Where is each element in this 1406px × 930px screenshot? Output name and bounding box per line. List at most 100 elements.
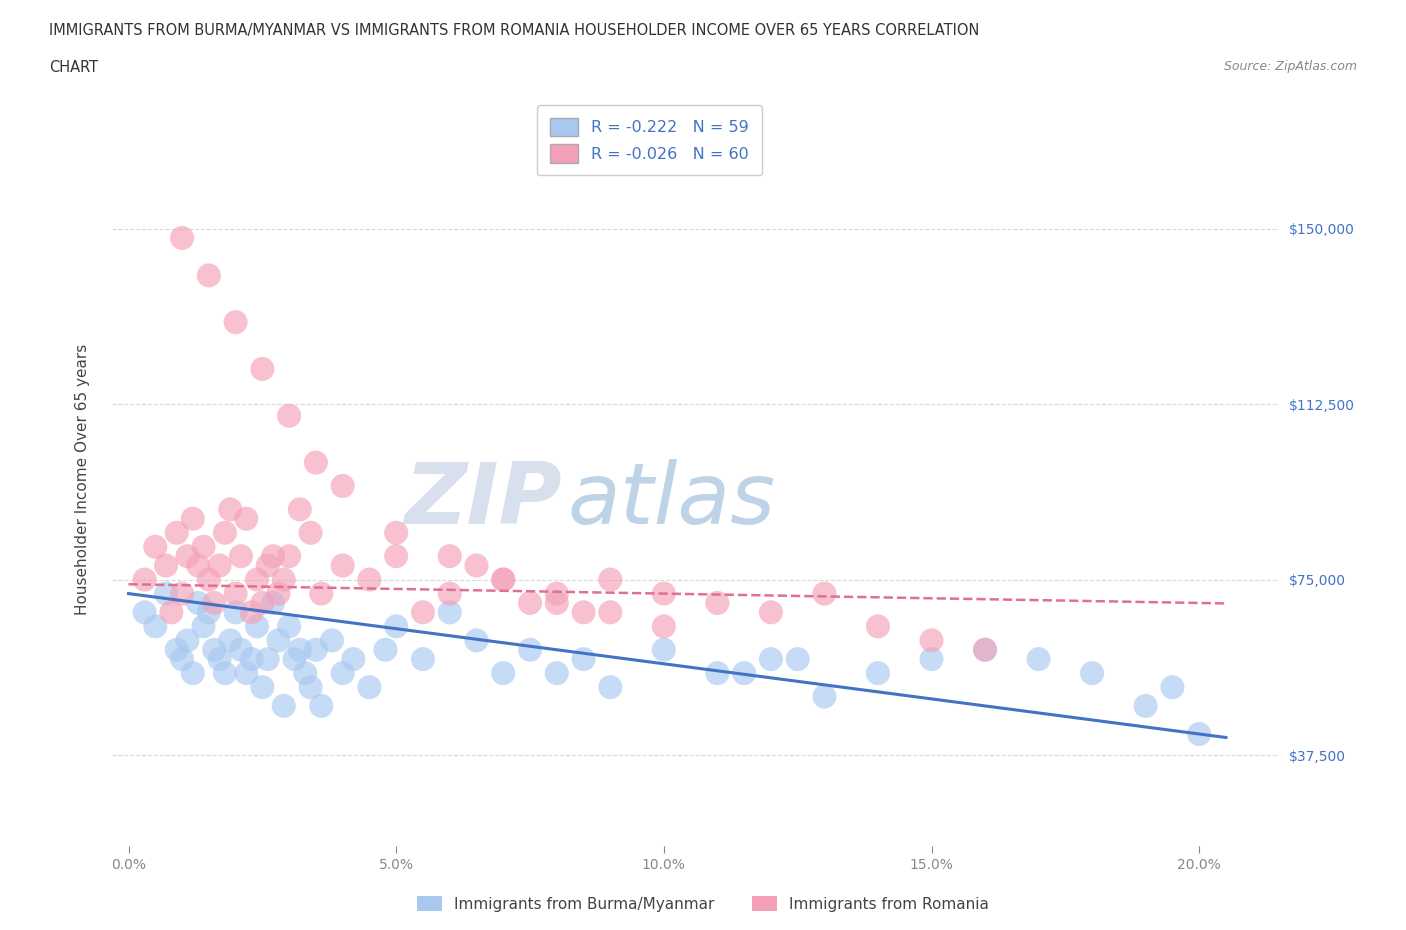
- Point: [202, 595, 225, 610]
- Point: [439, 604, 461, 619]
- Point: [240, 652, 263, 667]
- Point: [278, 549, 301, 564]
- Point: [193, 619, 215, 634]
- Point: [252, 595, 274, 610]
- Point: [214, 525, 236, 540]
- Point: [465, 558, 488, 573]
- Text: ZIP: ZIP: [404, 459, 562, 542]
- Point: [652, 586, 675, 601]
- Point: [309, 698, 332, 713]
- Point: [572, 652, 595, 667]
- Point: [240, 604, 263, 619]
- Point: [166, 525, 188, 540]
- Point: [198, 268, 221, 283]
- Point: [256, 652, 278, 667]
- Point: [492, 666, 515, 681]
- Point: [208, 558, 231, 573]
- Point: [198, 604, 221, 619]
- Point: [198, 572, 221, 587]
- Point: [412, 604, 434, 619]
- Point: [465, 633, 488, 648]
- Point: [652, 619, 675, 634]
- Point: [546, 586, 568, 601]
- Point: [374, 643, 396, 658]
- Point: [546, 666, 568, 681]
- Point: [273, 572, 295, 587]
- Point: [385, 525, 408, 540]
- Point: [252, 680, 274, 695]
- Point: [262, 595, 284, 610]
- Legend: Immigrants from Burma/Myanmar, Immigrants from Romania: Immigrants from Burma/Myanmar, Immigrant…: [411, 889, 995, 918]
- Point: [439, 549, 461, 564]
- Text: atlas: atlas: [568, 459, 776, 542]
- Y-axis label: Householder Income Over 65 years: Householder Income Over 65 years: [75, 343, 90, 615]
- Point: [214, 666, 236, 681]
- Point: [706, 595, 728, 610]
- Point: [321, 633, 343, 648]
- Point: [309, 586, 332, 601]
- Point: [278, 408, 301, 423]
- Text: CHART: CHART: [49, 60, 98, 75]
- Point: [1028, 652, 1050, 667]
- Point: [332, 666, 354, 681]
- Point: [187, 558, 209, 573]
- Point: [288, 643, 311, 658]
- Point: [332, 558, 354, 573]
- Point: [134, 604, 156, 619]
- Point: [181, 512, 204, 526]
- Point: [599, 680, 621, 695]
- Point: [572, 604, 595, 619]
- Point: [155, 558, 177, 573]
- Point: [299, 680, 322, 695]
- Point: [1161, 680, 1184, 695]
- Point: [235, 666, 257, 681]
- Point: [176, 549, 198, 564]
- Point: [1135, 698, 1157, 713]
- Point: [246, 572, 269, 587]
- Point: [202, 643, 225, 658]
- Point: [706, 666, 728, 681]
- Point: [599, 604, 621, 619]
- Point: [225, 586, 247, 601]
- Point: [143, 539, 166, 554]
- Point: [181, 666, 204, 681]
- Point: [519, 643, 541, 658]
- Point: [246, 619, 269, 634]
- Point: [170, 231, 193, 246]
- Point: [166, 643, 188, 658]
- Point: [492, 572, 515, 587]
- Point: [1081, 666, 1104, 681]
- Point: [252, 362, 274, 377]
- Legend: R = -0.222   N = 59, R = -0.026   N = 60: R = -0.222 N = 59, R = -0.026 N = 60: [537, 105, 762, 176]
- Point: [1188, 726, 1211, 741]
- Point: [134, 572, 156, 587]
- Point: [759, 652, 782, 667]
- Point: [219, 633, 242, 648]
- Point: [288, 502, 311, 517]
- Point: [385, 549, 408, 564]
- Point: [813, 689, 835, 704]
- Point: [299, 525, 322, 540]
- Point: [193, 539, 215, 554]
- Point: [170, 586, 193, 601]
- Point: [599, 572, 621, 587]
- Point: [332, 479, 354, 494]
- Point: [225, 314, 247, 329]
- Point: [160, 604, 183, 619]
- Point: [974, 643, 997, 658]
- Point: [385, 619, 408, 634]
- Point: [267, 633, 290, 648]
- Point: [208, 652, 231, 667]
- Point: [267, 586, 290, 601]
- Point: [866, 666, 889, 681]
- Point: [921, 633, 943, 648]
- Point: [359, 572, 381, 587]
- Point: [262, 549, 284, 564]
- Point: [176, 633, 198, 648]
- Point: [359, 680, 381, 695]
- Point: [225, 604, 247, 619]
- Point: [278, 619, 301, 634]
- Point: [294, 666, 316, 681]
- Point: [229, 549, 252, 564]
- Point: [187, 595, 209, 610]
